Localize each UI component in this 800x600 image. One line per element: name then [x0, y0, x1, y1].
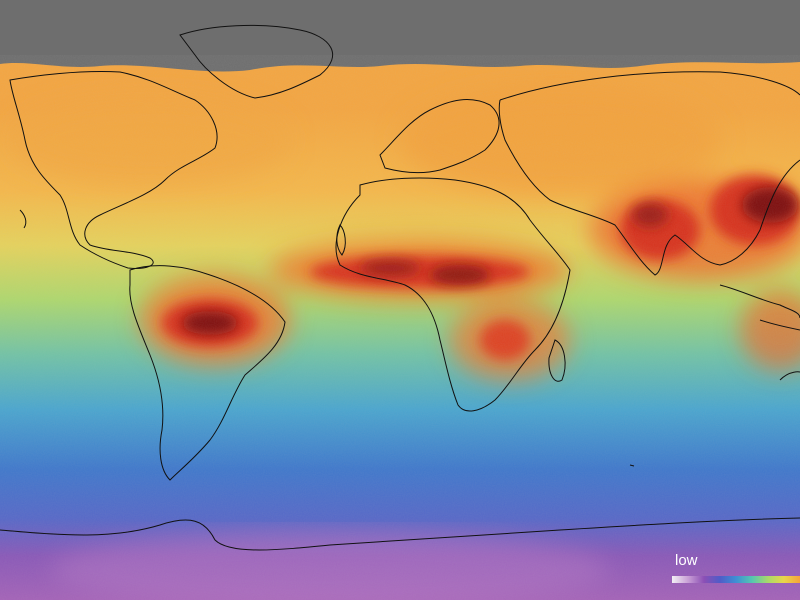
legend-color-bar: [672, 576, 800, 583]
no-data-region: [0, 0, 800, 72]
noise-texture: [0, 55, 800, 600]
legend-low-label: low: [675, 552, 698, 569]
coastlines: [0, 24, 800, 551]
